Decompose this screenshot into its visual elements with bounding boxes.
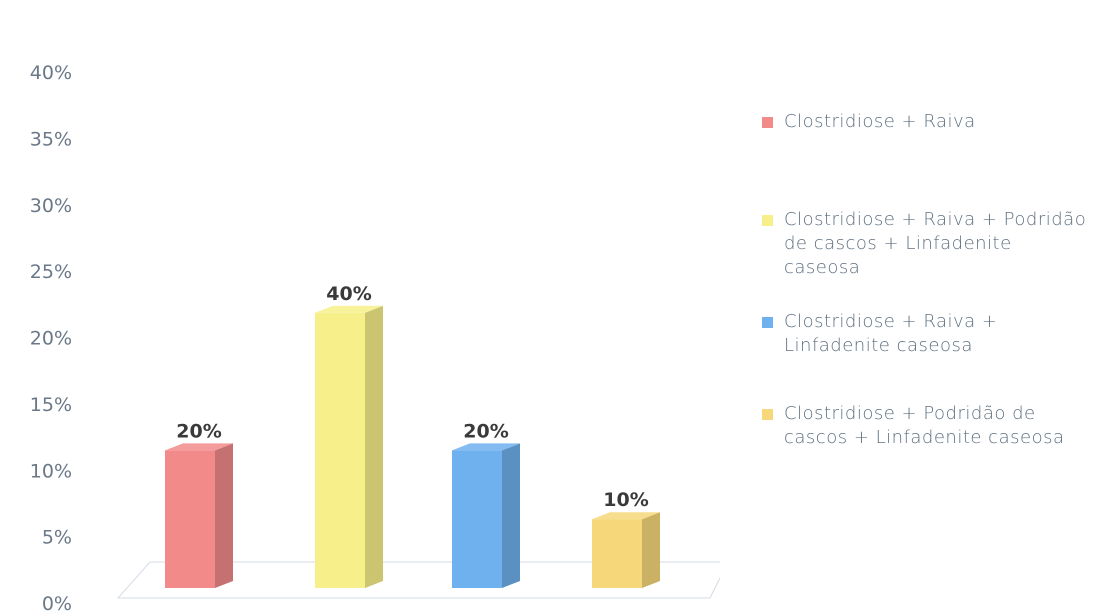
legend-swatch-1 [762, 117, 773, 128]
bars [165, 305, 660, 588]
legend-swatch-4 [762, 409, 773, 420]
legend-label-4: Clostridiose + Podridão de cascos + Linf… [784, 403, 1065, 448]
y-axis-ticks: 0% 5% 10% 15% 20% 25% 30% 35% 40% [30, 62, 72, 612]
legend-label-3: Clostridiose + Raiva + Linfadenite caseo… [784, 311, 998, 356]
y-tick-label: 40% [30, 62, 72, 84]
bar [592, 519, 642, 588]
bar [452, 450, 502, 588]
bar-chart: 0% 5% 10% 15% 20% 25% 30% 35% 40% 20% 40% 20% 10% [30, 62, 720, 612]
y-tick-label: 15% [30, 394, 72, 416]
chart-floor [116, 561, 720, 599]
bar-top [452, 443, 520, 451]
bar-side [215, 443, 233, 588]
bar-top [592, 512, 660, 520]
legend: Clostridiose + Raiva Clostridiose + Raiv… [762, 0, 1103, 612]
legend-swatch-3 [762, 317, 773, 328]
data-label: 20% [463, 420, 508, 442]
bar-top [165, 443, 233, 451]
legend-label-2: Clostridiose + Raiva + Podridão de casco… [784, 209, 1087, 278]
bar [165, 450, 215, 588]
y-tick-label: 20% [30, 328, 72, 350]
bar-side [365, 305, 383, 588]
legend-label-1: Clostridiose + Raiva [784, 111, 976, 132]
bar-side [502, 443, 520, 588]
data-label: 40% [326, 283, 371, 305]
y-tick-label: 35% [30, 128, 72, 150]
floor-plane [116, 561, 720, 599]
y-tick-label: 5% [42, 527, 72, 549]
y-tick-label: 25% [30, 261, 72, 283]
y-tick-label: 10% [30, 460, 72, 482]
bar-side [642, 512, 660, 588]
bar [315, 312, 365, 588]
data-label: 20% [176, 420, 221, 442]
data-label: 10% [603, 489, 648, 511]
bar-top [315, 305, 383, 313]
legend-swatch-2 [762, 215, 773, 226]
y-tick-label: 0% [42, 593, 72, 612]
y-tick-label: 30% [30, 195, 72, 217]
data-labels: 20% 40% 20% 10% [176, 283, 648, 511]
